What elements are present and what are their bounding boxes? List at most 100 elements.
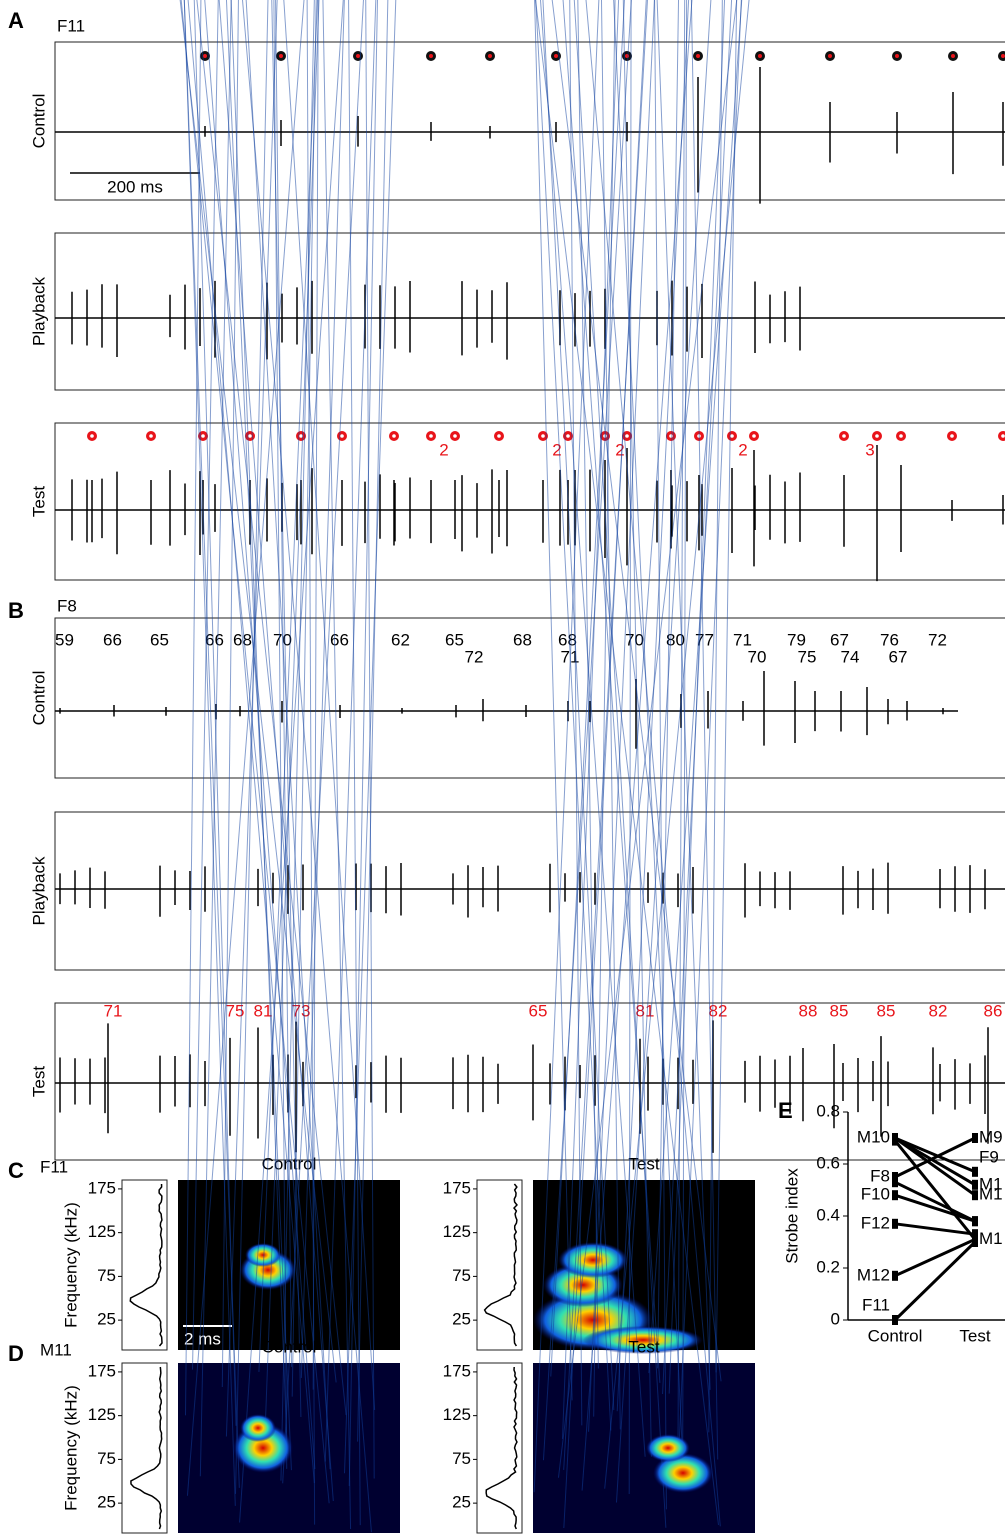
y-tick-label: 75 xyxy=(97,1449,116,1468)
scale-bar-label: 2 ms xyxy=(184,1329,221,1348)
noise xyxy=(230,0,288,1454)
event-dot xyxy=(730,434,734,438)
marginal-spectrum xyxy=(129,1183,163,1347)
series-line xyxy=(894,1222,976,1236)
noise xyxy=(561,0,620,1439)
noise xyxy=(357,0,389,1442)
condition-label: Control xyxy=(262,1337,317,1356)
x-tick-label: Control xyxy=(868,1326,923,1345)
event-dot xyxy=(625,434,629,438)
noise xyxy=(542,0,615,1411)
marker xyxy=(892,1177,898,1188)
count-label: 2 xyxy=(552,440,561,459)
noise xyxy=(183,0,236,1506)
noise xyxy=(550,0,625,1377)
y-tick-label: 175 xyxy=(443,1361,471,1380)
amplitude-label: 68 xyxy=(558,630,577,649)
event-dot xyxy=(203,54,207,58)
trace xyxy=(55,67,1005,204)
noise xyxy=(275,0,292,1367)
y-tick-label: 175 xyxy=(443,1178,471,1197)
event-dot xyxy=(429,434,433,438)
row-label: Frequency (kHz) xyxy=(61,1202,80,1328)
energy-blob xyxy=(583,1326,703,1354)
series-line xyxy=(894,1193,976,1223)
noise xyxy=(573,0,667,1528)
marginal-frame xyxy=(121,1362,168,1534)
noise xyxy=(180,0,330,1504)
amplitude-label: 82 xyxy=(709,1001,728,1020)
event-dot xyxy=(201,434,205,438)
noise xyxy=(179,0,337,1383)
y-tick-label: 0 xyxy=(831,1309,840,1328)
noise xyxy=(557,0,738,1478)
noise xyxy=(199,0,232,1477)
noise xyxy=(263,0,320,1449)
event-dot xyxy=(497,434,501,438)
marker xyxy=(972,1133,978,1143)
noise xyxy=(542,0,632,1461)
row-label: Test xyxy=(29,486,48,517)
series-line xyxy=(894,1136,976,1179)
panel-frame xyxy=(54,617,1005,779)
event-dot xyxy=(828,54,832,58)
marginal-frame xyxy=(476,1179,523,1351)
series-line xyxy=(894,1180,976,1223)
marker xyxy=(892,1315,898,1325)
marker xyxy=(972,1166,978,1177)
marker xyxy=(972,1237,978,1247)
event-dot xyxy=(842,434,846,438)
noise xyxy=(282,0,364,1484)
noise xyxy=(534,0,573,1401)
scale-bar-label: 200 ms xyxy=(107,177,163,196)
marker xyxy=(972,1190,978,1201)
noise xyxy=(539,0,646,1457)
point-label: M12 xyxy=(857,1265,890,1284)
y-tick-label: 75 xyxy=(97,1266,116,1285)
noise xyxy=(577,0,599,1369)
marker xyxy=(972,1216,978,1227)
row-label: Playback xyxy=(29,277,48,346)
marker xyxy=(972,1179,978,1190)
amplitude-label: 79 xyxy=(787,630,806,649)
panel-frame xyxy=(54,422,1005,581)
y-tick-label: 0.8 xyxy=(816,1101,840,1120)
amplitude-label: 68 xyxy=(513,630,532,649)
y-tick-label: 75 xyxy=(452,1449,471,1468)
panel-letter: D xyxy=(8,1341,24,1366)
y-tick-label: 125 xyxy=(88,1405,116,1424)
amplitude-label: 72 xyxy=(465,647,484,666)
amplitude-label: 86 xyxy=(984,1001,1003,1020)
subject-label: M11 xyxy=(40,1340,72,1359)
amplitude-label: 82 xyxy=(929,1001,948,1020)
x-tick-label: Test xyxy=(959,1326,990,1345)
amplitude-label: 70 xyxy=(748,647,767,666)
noise xyxy=(616,0,690,1412)
point-label: F12 xyxy=(861,1213,890,1232)
subject-label: F8 xyxy=(57,596,77,615)
series-line xyxy=(893,1139,977,1241)
point-label: M1 xyxy=(979,1185,1003,1204)
amplitude-label: 66 xyxy=(103,630,122,649)
noise xyxy=(533,0,600,1493)
noise xyxy=(563,0,648,1470)
panel-frame xyxy=(54,232,1005,391)
noise xyxy=(551,0,722,1382)
noise xyxy=(600,0,621,1430)
energy-blob xyxy=(245,1243,281,1267)
condition-label: Test xyxy=(628,1337,659,1356)
event-dot xyxy=(149,434,153,438)
marginal-frame xyxy=(121,1179,168,1351)
amplitude-label: 74 xyxy=(841,647,860,666)
amplitude-label: 59 xyxy=(55,630,74,649)
noise xyxy=(196,0,347,1416)
amplitude-label: 81 xyxy=(636,1001,655,1020)
noise xyxy=(283,0,376,1411)
amplitude-label: 88 xyxy=(799,1001,818,1020)
marker xyxy=(892,1218,898,1229)
amplitude-label: 72 xyxy=(928,630,947,649)
y-tick-label: 75 xyxy=(452,1266,471,1285)
amplitude-label: 67 xyxy=(830,630,849,649)
noise xyxy=(258,0,318,1372)
